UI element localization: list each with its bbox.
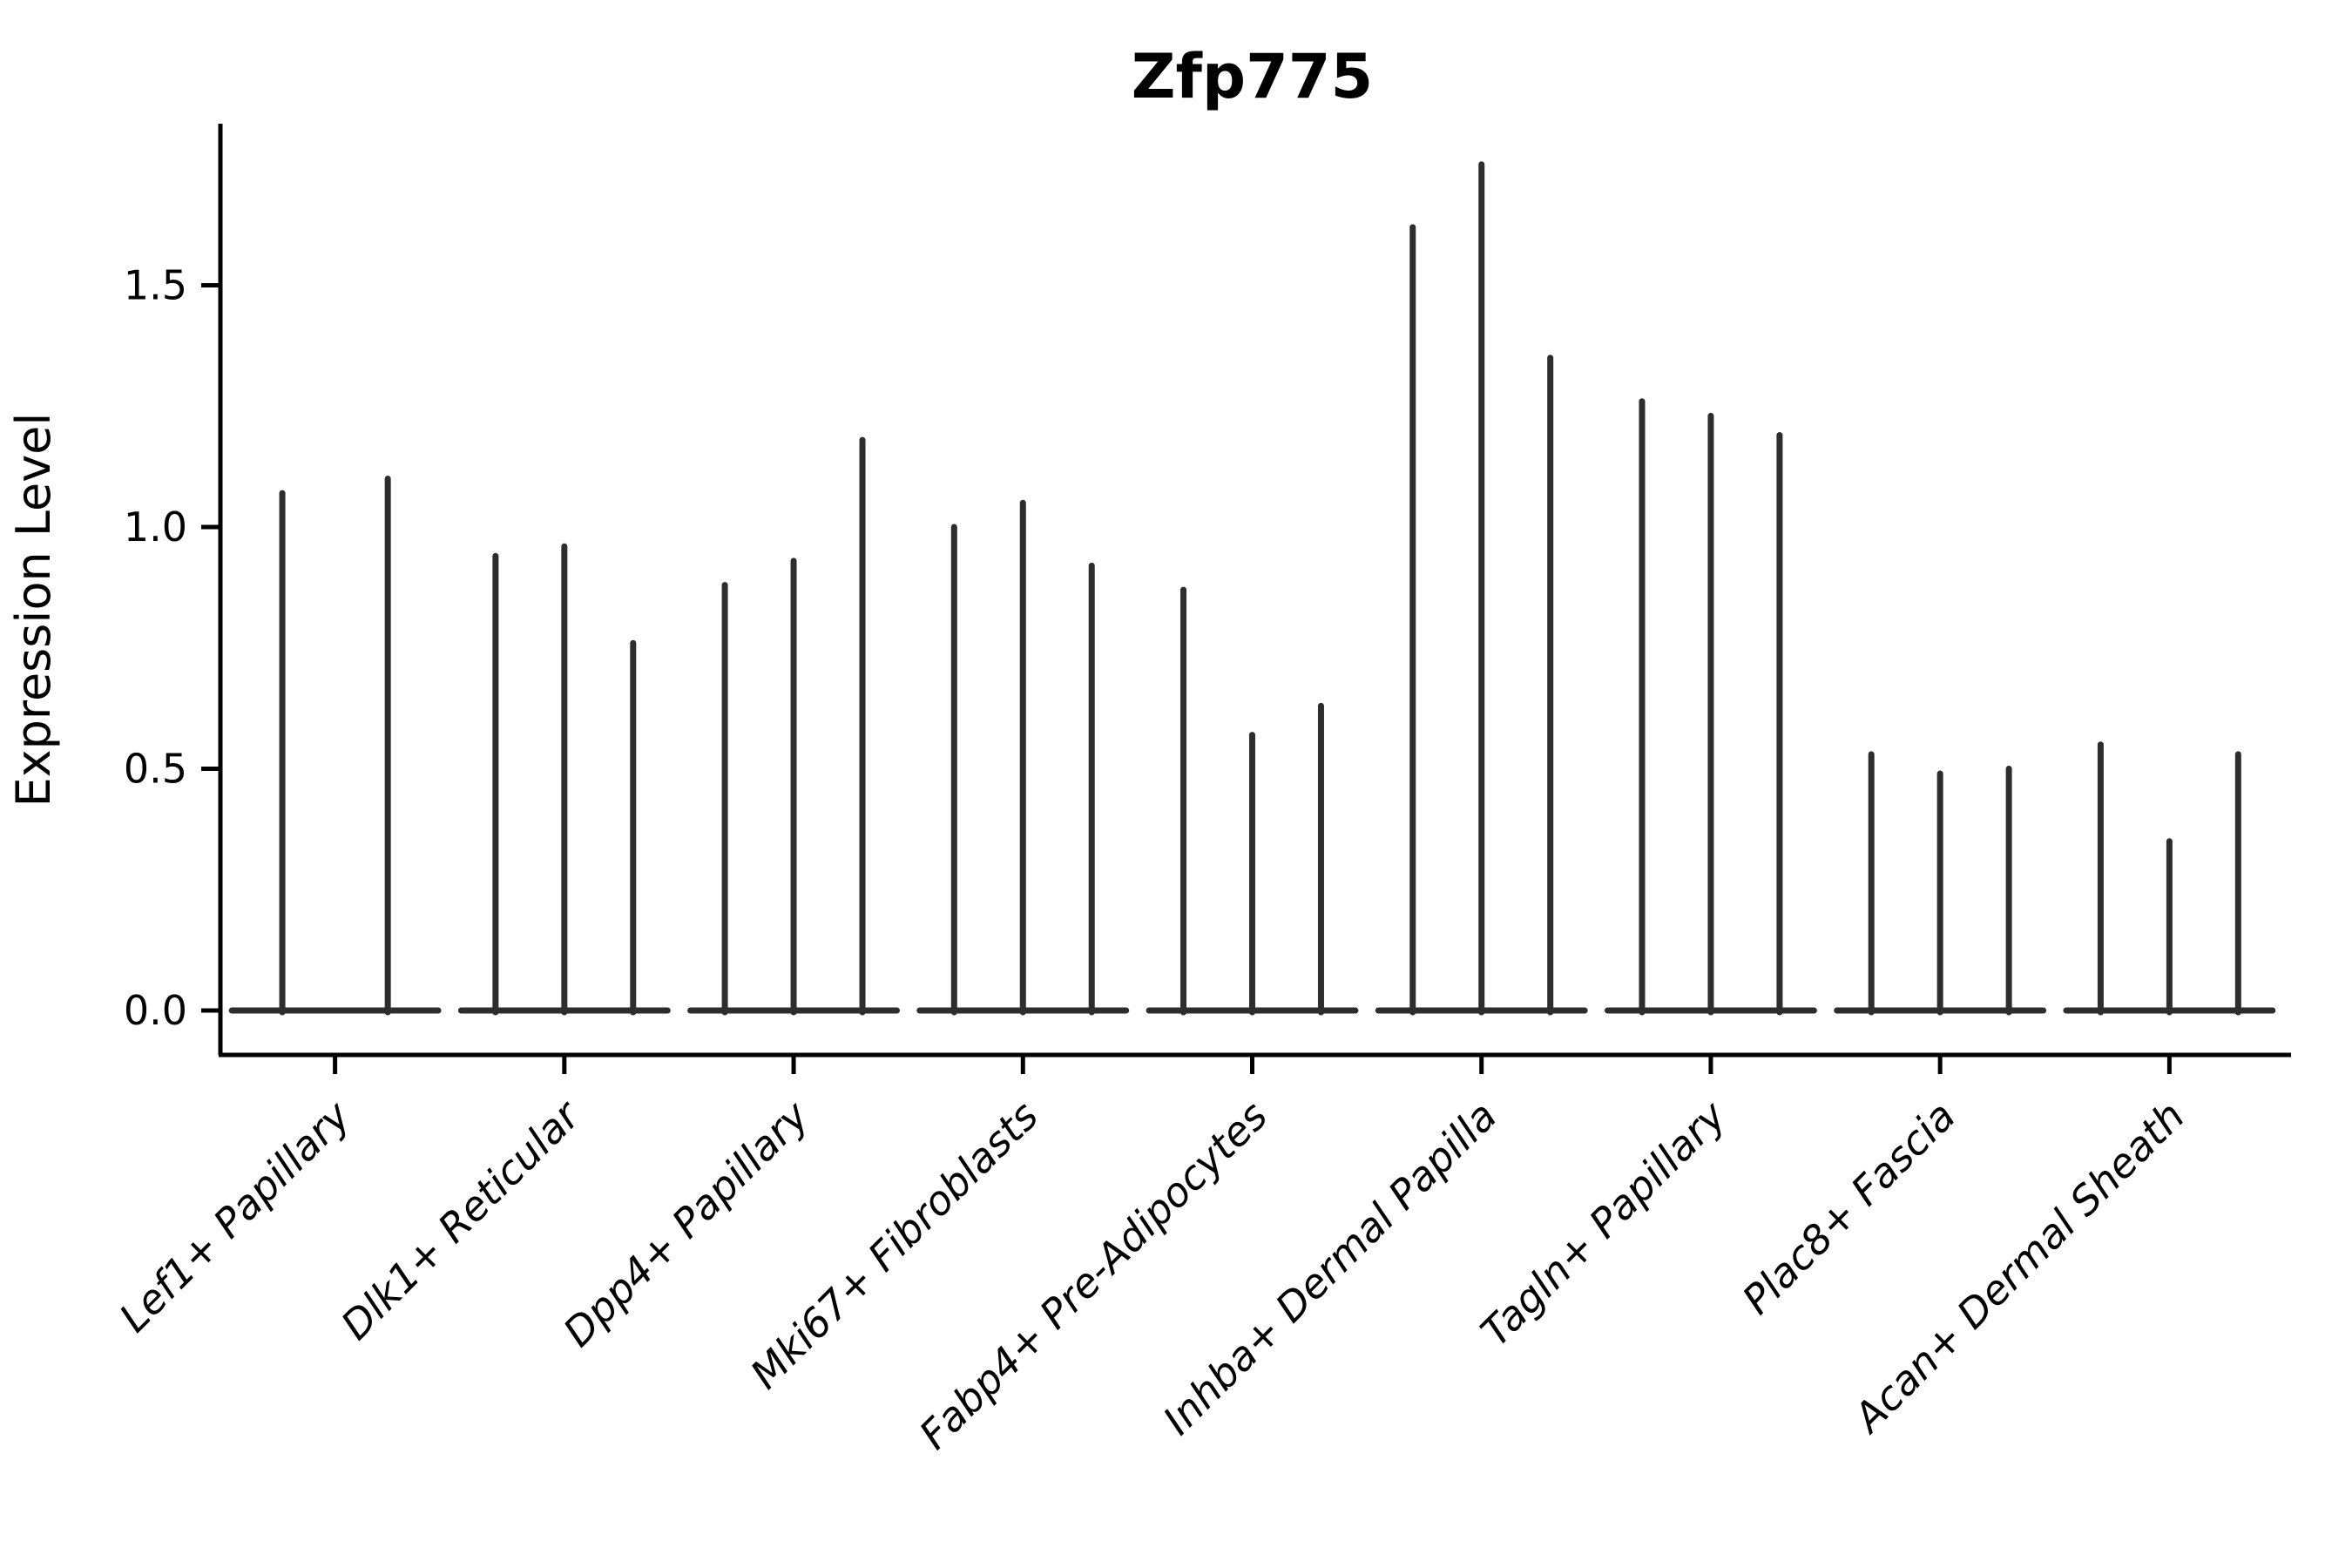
- x-tick-label: Plac8+ Fascia: [1734, 1092, 1964, 1323]
- x-tick-label: Dlk1+ Reticular: [332, 1090, 591, 1348]
- y-tick-label: 0.5: [124, 746, 187, 793]
- chart-title: Zfp775: [1132, 41, 1373, 112]
- y-axis-label: Expression Level: [6, 413, 61, 808]
- y-tick-label: 1.0: [124, 504, 187, 551]
- y-tick-label: 1.5: [124, 262, 187, 309]
- x-tick-label: Lef1+ Papillary: [110, 1092, 359, 1341]
- y-tick-label: 0.0: [124, 987, 187, 1034]
- x-tick-label: Dpp4+ Papillary: [554, 1092, 818, 1355]
- x-tick-label: Tagln+ Papillary: [1471, 1092, 1735, 1355]
